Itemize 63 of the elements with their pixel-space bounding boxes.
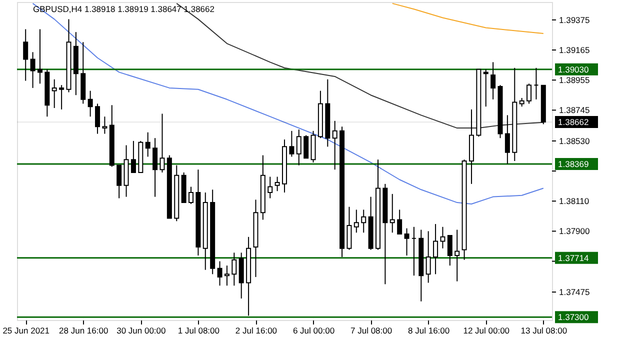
candlestick bbox=[354, 209, 359, 234]
candlestick bbox=[332, 120, 338, 170]
candlestick bbox=[296, 128, 302, 166]
y-tick-label: 1.37475 bbox=[559, 287, 590, 298]
y-tick-label: 1.38110 bbox=[559, 196, 590, 206]
x-tick-label: 7 Jul 08:00 bbox=[350, 326, 392, 336]
candlestick bbox=[447, 234, 452, 266]
ref-line-label: 1.38662 bbox=[558, 117, 589, 128]
x-tick-label: 8 Jul 16:00 bbox=[408, 326, 450, 336]
line-series bbox=[32, 2, 544, 204]
candlestick bbox=[95, 103, 100, 134]
y-tick-label: 1.39375 bbox=[559, 14, 590, 25]
candlestick bbox=[361, 209, 366, 234]
candlestick bbox=[188, 186, 194, 204]
ref-line-label: 1.37714 bbox=[558, 252, 589, 263]
candlestick bbox=[30, 52, 36, 88]
candlestick bbox=[102, 116, 108, 134]
candlestick bbox=[145, 132, 150, 158]
candlestick bbox=[116, 164, 122, 199]
candlestick bbox=[390, 193, 395, 234]
y-tick-label: 1.38955 bbox=[559, 75, 590, 86]
y-tick-label: 1.38530 bbox=[559, 136, 590, 146]
candlestick bbox=[289, 130, 294, 158]
x-tick-label: 30 Jun 00:00 bbox=[116, 326, 166, 336]
x-tick-label: 2 Jul 16:00 bbox=[235, 326, 278, 336]
x-tick-label: 6 Jul 00:00 bbox=[292, 326, 335, 336]
candlestick bbox=[504, 114, 510, 164]
candlestick bbox=[304, 134, 309, 159]
candlestick bbox=[88, 90, 93, 118]
candlestick bbox=[526, 83, 532, 104]
candlestick bbox=[426, 230, 431, 284]
candlestick bbox=[37, 28, 42, 84]
candlestick bbox=[23, 28, 28, 82]
candlestick bbox=[433, 224, 438, 275]
candlestick bbox=[232, 252, 237, 286]
y-tick-label: 1.39165 bbox=[559, 44, 590, 55]
candlestick bbox=[268, 176, 273, 199]
ref-line-label: 1.39030 bbox=[558, 64, 589, 74]
ref-line-label: 1.38369 bbox=[558, 159, 589, 170]
ref-line-label: 1.37300 bbox=[558, 312, 589, 322]
candlestick bbox=[454, 229, 460, 282]
candlestick bbox=[483, 68, 488, 108]
candlestick bbox=[217, 260, 222, 286]
x-tick-label: 12 Jul 00:00 bbox=[463, 326, 510, 336]
y-tick-label: 1.38745 bbox=[559, 105, 590, 116]
x-tick-label: 28 Jun 16:00 bbox=[59, 326, 108, 336]
x-tick-label: 25 Jun 2021 bbox=[2, 326, 50, 336]
candlestick bbox=[160, 113, 165, 173]
x-tick-label: 1 Jul 08:00 bbox=[178, 326, 220, 336]
y-tick-label: 1.37900 bbox=[559, 226, 590, 236]
candlestick bbox=[224, 265, 230, 286]
candlestick bbox=[440, 226, 446, 249]
candlestick bbox=[490, 62, 496, 100]
candlestick bbox=[404, 228, 410, 256]
line-series bbox=[392, 2, 544, 34]
x-tick-label: 13 Jul 08:00 bbox=[520, 326, 568, 336]
candlestick bbox=[274, 176, 280, 192]
candlestick bbox=[397, 209, 402, 235]
candlestick bbox=[52, 78, 57, 108]
candlestick bbox=[346, 206, 352, 250]
candlestick bbox=[59, 84, 64, 110]
candlestick bbox=[152, 138, 158, 198]
candlestick bbox=[130, 140, 136, 173]
